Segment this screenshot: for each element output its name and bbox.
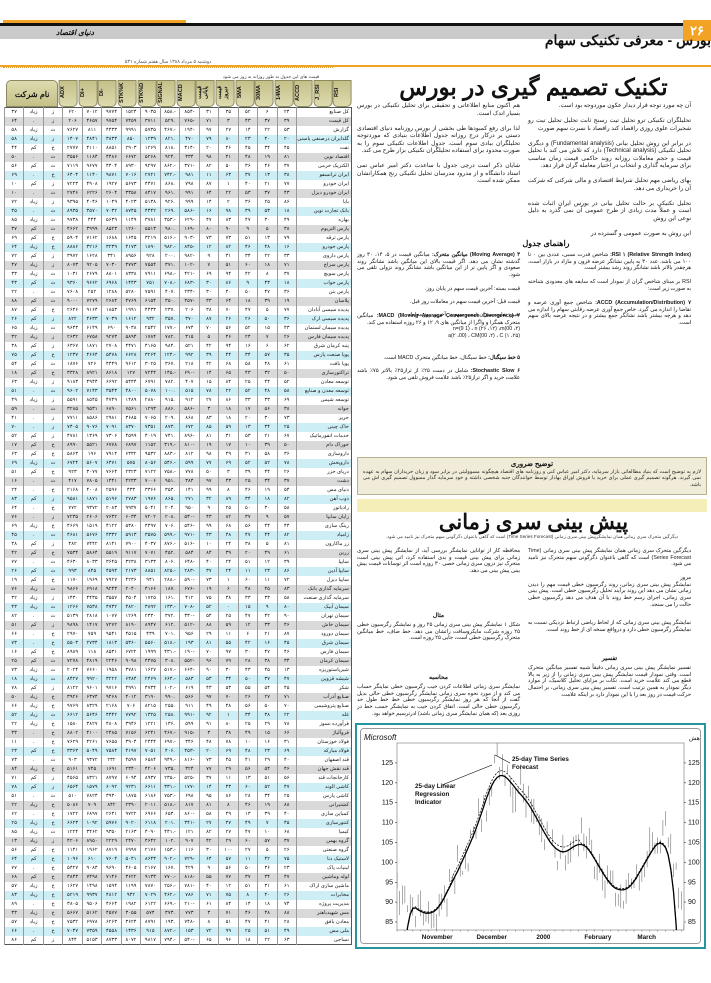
svg-text:25-day Linear: 25-day Linear <box>415 783 456 790</box>
svg-text:115: 115 <box>688 800 699 807</box>
svg-text:105: 105 <box>381 840 393 847</box>
svg-text:Microsoft: Microsoft <box>364 733 397 742</box>
svg-text:120: 120 <box>688 780 700 787</box>
svg-text:Indicator: Indicator <box>415 799 442 806</box>
svg-text:Forecast: Forecast <box>512 764 539 771</box>
svg-text:110: 110 <box>688 820 699 827</box>
svg-text:85: 85 <box>385 919 393 926</box>
svg-text:December: December <box>476 934 507 941</box>
svg-text:25-day Time Series: 25-day Time Series <box>512 756 569 763</box>
svg-text:November: November <box>422 934 453 941</box>
svg-text:120: 120 <box>381 780 393 787</box>
svg-text:March: March <box>637 934 656 941</box>
svg-text:95: 95 <box>385 879 393 886</box>
svg-text:85: 85 <box>688 919 696 926</box>
svg-text:100: 100 <box>381 859 393 866</box>
svg-text:115: 115 <box>382 800 393 807</box>
svg-text:110: 110 <box>382 820 393 827</box>
svg-text:90: 90 <box>688 899 696 906</box>
svg-text:Regression: Regression <box>415 791 449 798</box>
svg-text:125: 125 <box>381 760 393 767</box>
svg-text:2000: 2000 <box>536 934 551 941</box>
svg-text:95: 95 <box>688 879 696 886</box>
svg-text:100: 100 <box>688 859 700 866</box>
svg-text:هاهش: هاهش <box>689 735 701 742</box>
svg-text:90: 90 <box>385 899 393 906</box>
svg-text:105: 105 <box>688 840 700 847</box>
svg-text:February: February <box>584 934 611 941</box>
svg-text:125: 125 <box>688 760 700 767</box>
